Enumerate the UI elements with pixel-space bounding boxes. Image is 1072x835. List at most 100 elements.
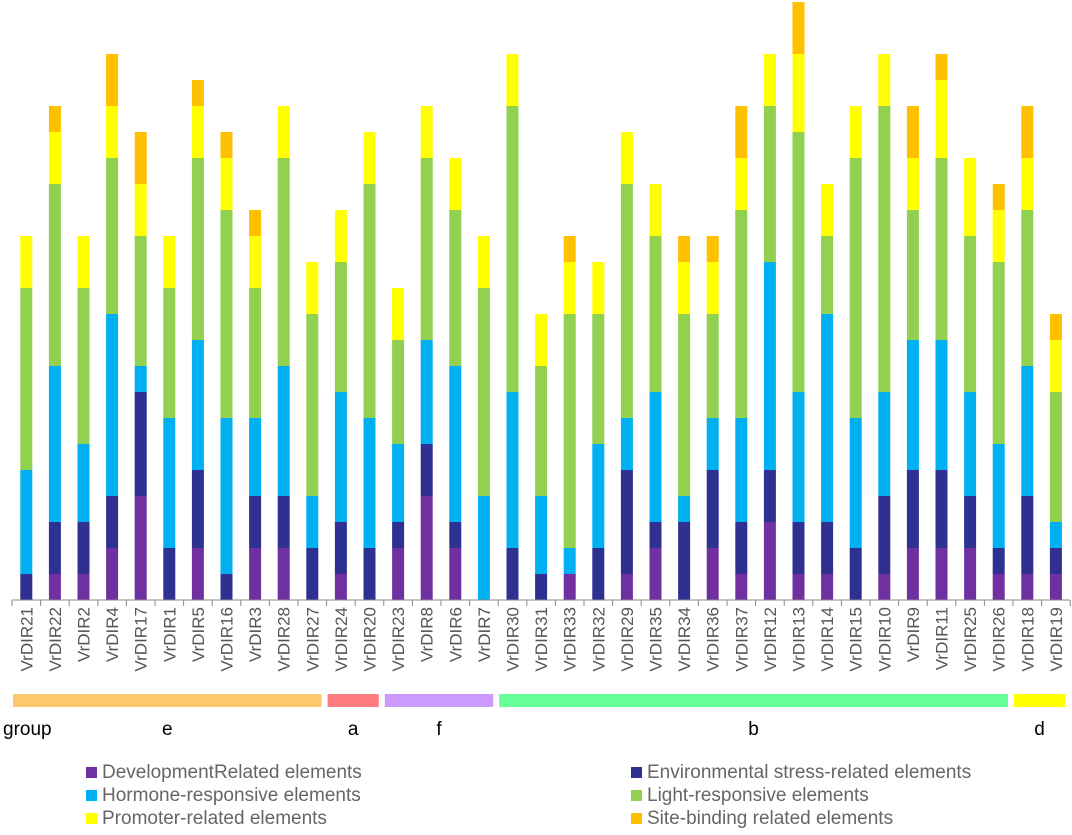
bar-segment-vrdir18-s1 xyxy=(1021,496,1034,574)
bar-segment-vrdir10-s1 xyxy=(878,496,891,574)
group-label-b: b xyxy=(748,719,759,740)
legend-label-1: Environmental stress-related elements xyxy=(647,762,971,783)
bar-segment-vrdir36-s4 xyxy=(706,262,719,314)
x-tick-label-vrdir8: VrDIR8 xyxy=(418,607,437,662)
bar-segment-vrdir33-s3 xyxy=(563,314,576,548)
bar-segment-vrdir31-s1 xyxy=(535,574,548,600)
bars-layer xyxy=(20,2,1062,600)
bar-segment-vrdir23-s0 xyxy=(392,548,405,600)
bar-segment-vrdir25-s1 xyxy=(964,496,977,548)
bar-segment-vrdir3-s5 xyxy=(249,210,262,236)
bar-segment-vrdir33-s0 xyxy=(563,574,576,600)
x-tick-label-vrdir2: VrDIR2 xyxy=(75,607,94,662)
bar-segment-vrdir33-s2 xyxy=(563,548,576,574)
bar-segment-vrdir34-s3 xyxy=(678,314,691,496)
bar-segment-vrdir10-s4 xyxy=(878,54,891,106)
bar-segment-vrdir5-s5 xyxy=(191,80,204,106)
bar-segment-vrdir26-s1 xyxy=(992,548,1005,574)
bar-segment-vrdir11-s0 xyxy=(935,548,948,600)
bar-segment-vrdir30-s4 xyxy=(506,54,519,106)
bar-segment-vrdir2-s0 xyxy=(77,574,90,600)
bar-segment-vrdir8-s3 xyxy=(420,158,433,340)
bar-segment-vrdir26-s5 xyxy=(992,184,1005,210)
bar-segment-vrdir10-s0 xyxy=(878,574,891,600)
bar-segment-vrdir35-s4 xyxy=(649,184,662,236)
bar-segment-vrdir20-s1 xyxy=(363,548,376,600)
bar-segment-vrdir15-s4 xyxy=(849,106,862,158)
bar-segment-vrdir18-s3 xyxy=(1021,210,1034,366)
bar-segment-vrdir30-s2 xyxy=(506,392,519,548)
bar-segment-vrdir4-s0 xyxy=(106,548,119,600)
bar-segment-vrdir2-s3 xyxy=(77,288,90,444)
bar-segment-vrdir10-s3 xyxy=(878,106,891,392)
bar-segment-vrdir37-s0 xyxy=(735,574,748,600)
bar-segment-vrdir30-s1 xyxy=(506,548,519,600)
group-label-f: f xyxy=(436,719,442,740)
bar-segment-vrdir28-s1 xyxy=(277,496,290,548)
bar-segment-vrdir28-s0 xyxy=(277,548,290,600)
bar-segment-vrdir21-s3 xyxy=(20,288,33,470)
bar-segment-vrdir6-s3 xyxy=(449,210,462,366)
group-label-e: e xyxy=(162,719,173,740)
bar-segment-vrdir15-s1 xyxy=(849,548,862,600)
bar-segment-vrdir8-s0 xyxy=(420,496,433,600)
bar-segment-vrdir21-s4 xyxy=(20,236,33,288)
group-bar-a xyxy=(327,694,379,707)
x-tick-label-vrdir23: VrDIR23 xyxy=(389,607,408,672)
x-tick-label-vrdir18: VrDIR18 xyxy=(1018,607,1037,672)
bar-segment-vrdir29-s0 xyxy=(620,574,633,600)
bar-segment-vrdir35-s0 xyxy=(649,548,662,600)
bar-segment-vrdir4-s1 xyxy=(106,496,119,548)
x-tick-label-vrdir4: VrDIR4 xyxy=(103,607,122,662)
bar-segment-vrdir2-s2 xyxy=(77,444,90,522)
bar-segment-vrdir9-s5 xyxy=(906,106,919,158)
bar-segment-vrdir2-s4 xyxy=(77,236,90,288)
x-tick-label-vrdir15: VrDIR15 xyxy=(847,607,866,672)
bar-segment-vrdir26-s3 xyxy=(992,262,1005,444)
bar-segment-vrdir18-s2 xyxy=(1021,366,1034,496)
bar-segment-vrdir25-s2 xyxy=(964,392,977,496)
bar-segment-vrdir17-s2 xyxy=(134,366,147,392)
bar-segment-vrdir27-s1 xyxy=(306,548,319,600)
group-bar-e xyxy=(13,694,322,707)
x-tick-label-vrdir1: VrDIR1 xyxy=(160,607,179,662)
bar-segment-vrdir24-s4 xyxy=(334,210,347,262)
bar-segment-vrdir16-s1 xyxy=(220,574,233,600)
x-tick-label-vrdir9: VrDIR9 xyxy=(904,607,923,662)
bar-segment-vrdir17-s4 xyxy=(134,184,147,236)
bar-segment-vrdir11-s2 xyxy=(935,340,948,470)
x-tick-label-vrdir20: VrDIR20 xyxy=(361,607,380,672)
x-tick-label-vrdir35: VrDIR35 xyxy=(647,607,666,672)
bar-segment-vrdir37-s1 xyxy=(735,522,748,574)
bar-segment-vrdir27-s4 xyxy=(306,262,319,314)
bar-segment-vrdir18-s5 xyxy=(1021,106,1034,158)
bar-segment-vrdir34-s4 xyxy=(678,262,691,314)
bar-segment-vrdir13-s2 xyxy=(792,392,805,522)
bar-segment-vrdir36-s1 xyxy=(706,470,719,548)
x-tick-label-vrdir3: VrDIR3 xyxy=(246,607,265,662)
x-tick-label-vrdir36: VrDIR36 xyxy=(704,607,723,672)
bar-segment-vrdir37-s3 xyxy=(735,210,748,418)
bar-segment-vrdir34-s1 xyxy=(678,522,691,600)
bar-segment-vrdir19-s3 xyxy=(1049,392,1062,522)
bar-segment-vrdir11-s3 xyxy=(935,158,948,340)
bar-segment-vrdir19-s1 xyxy=(1049,548,1062,574)
bar-segment-vrdir36-s0 xyxy=(706,548,719,600)
bar-segment-vrdir32-s3 xyxy=(592,314,605,444)
x-tick-label-vrdir16: VrDIR16 xyxy=(218,607,237,672)
group-bar-b xyxy=(499,694,1008,707)
bar-segment-vrdir9-s2 xyxy=(906,340,919,470)
group-axis-label: group xyxy=(3,719,52,740)
x-tick-label-vrdir24: VrDIR24 xyxy=(332,607,351,672)
group-label-d: d xyxy=(1034,719,1045,740)
bar-segment-vrdir16-s5 xyxy=(220,132,233,158)
bar-segment-vrdir28-s3 xyxy=(277,158,290,366)
bar-segment-vrdir36-s3 xyxy=(706,314,719,418)
bar-segment-vrdir24-s1 xyxy=(334,522,347,574)
bar-segment-vrdir7-s3 xyxy=(477,288,490,496)
bar-segment-vrdir3-s3 xyxy=(249,288,262,418)
bar-segment-vrdir1-s3 xyxy=(163,288,176,418)
group-bar-f xyxy=(384,694,494,707)
bar-segment-vrdir31-s2 xyxy=(535,496,548,574)
